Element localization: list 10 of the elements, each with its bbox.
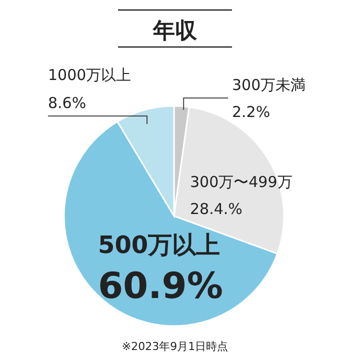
slice-label: 300万〜499万 [190, 173, 292, 191]
data-label: 28.4.% [190, 200, 242, 218]
slice-label: 500万以上 [98, 231, 220, 259]
data-label: 2.2% [232, 103, 270, 121]
data-label: 8.6% [48, 94, 86, 112]
chart-title: 年収 [152, 19, 198, 44]
slice-label: 300万未満 [232, 76, 306, 94]
slice-label: 1000万以上 [48, 66, 132, 84]
text: ※2023年9月1日時点 [122, 340, 228, 353]
data-label: 60.9% [98, 266, 223, 307]
